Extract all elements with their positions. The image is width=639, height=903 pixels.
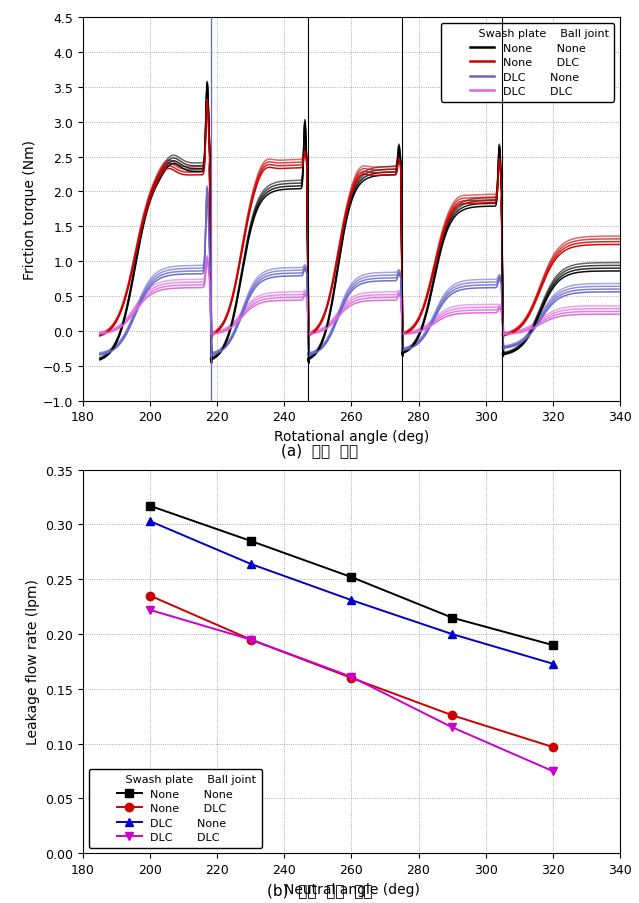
Text: (b)  평균  누설  유량: (b) 평균 누설 유량 (266, 882, 373, 897)
X-axis label: Neutral angle (deg): Neutral angle (deg) (284, 881, 419, 896)
Text: (a)  마찰  토크: (a) 마찰 토크 (281, 442, 358, 457)
Legend: None       None, None       DLC, DLC       None, DLC       DLC: None None, None DLC, DLC None, DLC DLC (89, 769, 262, 848)
Y-axis label: Leakage flow rate (lpm): Leakage flow rate (lpm) (26, 579, 40, 745)
Y-axis label: Friction torque (Nm): Friction torque (Nm) (23, 140, 37, 280)
X-axis label: Rotational angle (deg): Rotational angle (deg) (274, 430, 429, 443)
Legend: None       None, None       DLC, DLC       None, DLC       DLC: None None, None DLC, DLC None, DLC DLC (441, 23, 614, 102)
